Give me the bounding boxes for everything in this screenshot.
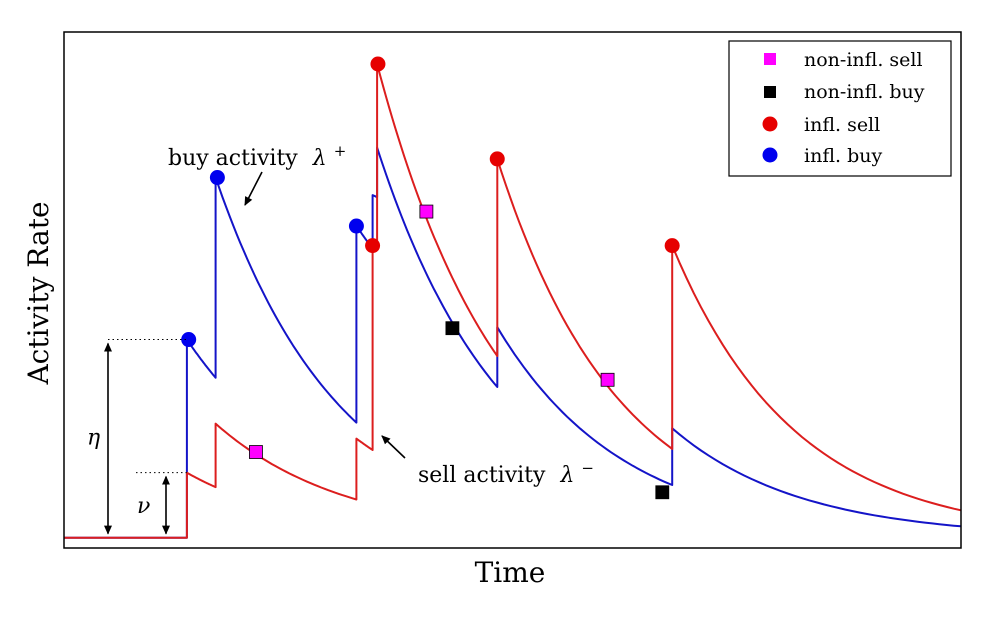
eta-label: η [87, 426, 100, 451]
non-infl-buy-marker [445, 321, 460, 336]
infl-sell-marker [365, 238, 381, 254]
buy-activity-text: buy activity [168, 146, 298, 171]
legend-marker-infl-sell [762, 116, 778, 132]
legend-label-infl-sell: infl. sell [804, 114, 880, 136]
infl-sell-marker [370, 56, 386, 72]
legend-label-infl-buy: infl. buy [804, 145, 882, 167]
infl-sell-marker [664, 238, 680, 254]
infl-sell-marker [489, 151, 505, 167]
y-axis-label: Activity Rate [22, 201, 55, 385]
sell-activity-arrow [381, 435, 406, 459]
legend-marker-infl-buy [762, 147, 778, 163]
annotations: buy activity λ + sell activity λ − η ν [87, 142, 594, 535]
infl-buy-marker [348, 218, 364, 234]
sell-activity-line [64, 63, 962, 539]
non-infl-buy-marker [655, 485, 670, 500]
legend-marker-non-infl-buy [764, 86, 776, 98]
buy-lambda-symbol: λ [312, 146, 327, 171]
infl-buy-marker [181, 332, 197, 348]
plot-frame [63, 31, 962, 549]
buy-activity-line [64, 146, 962, 539]
x-axis-label: Time [475, 556, 546, 589]
legend-marker-non-infl-sell [764, 53, 776, 65]
nu-label: ν [137, 494, 150, 519]
buy-activity-arrow [244, 171, 263, 206]
legend-label-non-infl-sell: non-infl. sell [804, 49, 923, 71]
buy-lambda-superscript: + [334, 142, 347, 160]
plot-area [64, 56, 962, 539]
non-infl-sell-marker [600, 372, 615, 387]
legend-label-non-infl-buy: non-infl. buy [804, 81, 925, 103]
sell-activity-annotation: sell activity λ − [418, 459, 594, 488]
sell-lambda-superscript: − [581, 459, 594, 477]
non-infl-sell-marker [249, 445, 263, 459]
sell-lambda-symbol: λ [559, 463, 574, 488]
sell-activity-text: sell activity [418, 463, 546, 488]
buy-activity-annotation: buy activity λ + [168, 142, 346, 171]
legend: non-infl. sell non-infl. buy infl. sell … [728, 40, 952, 177]
infl-buy-marker [209, 170, 225, 186]
non-infl-sell-marker [419, 204, 434, 219]
